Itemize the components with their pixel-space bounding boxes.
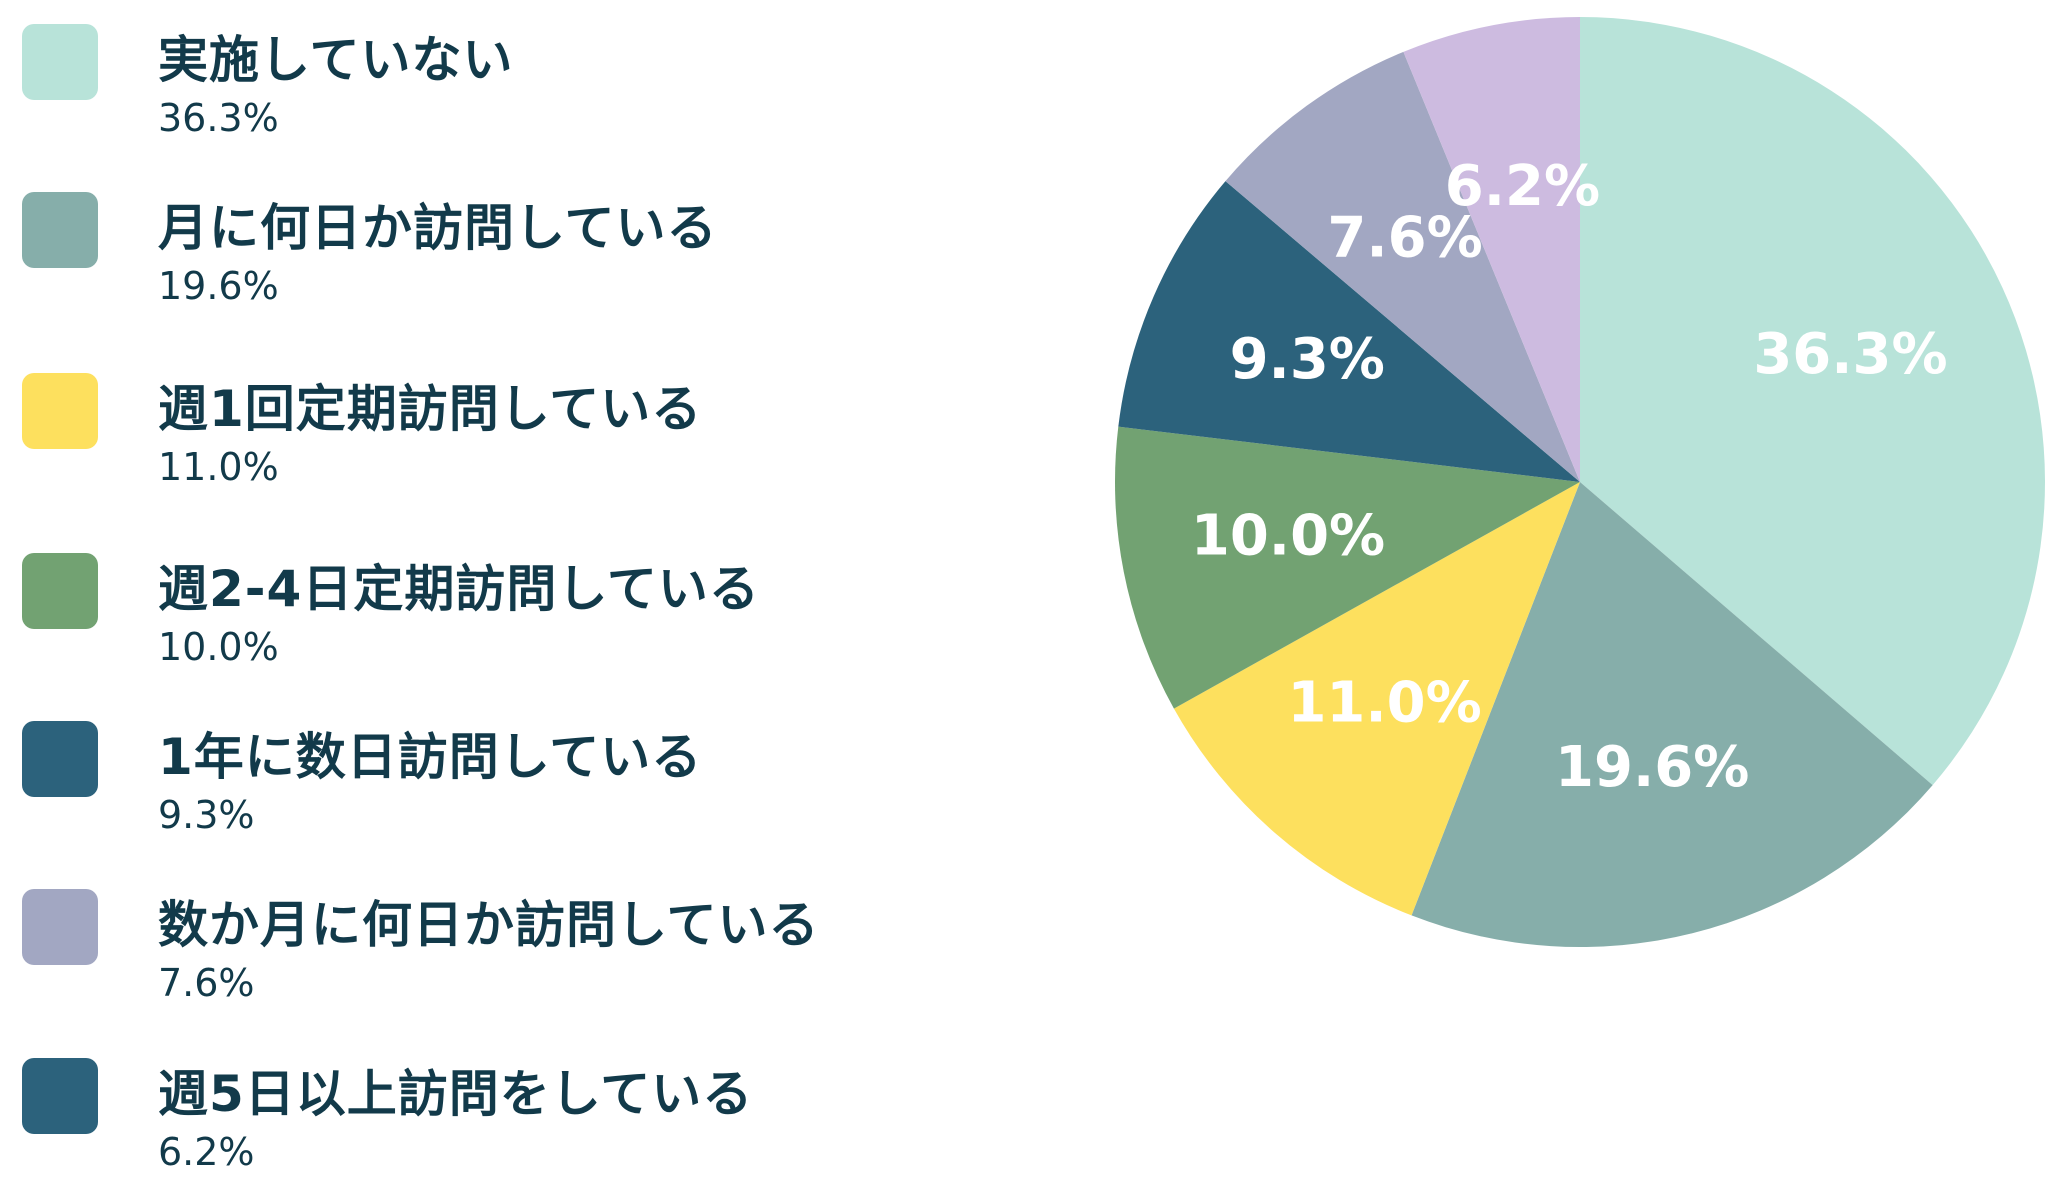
legend-swatch (22, 553, 98, 629)
pie-chart-container: 36.3% 19.6% 11.0% 10.0% 9.3% 7.6% 6.2% (1100, 0, 2061, 1177)
legend-item: 実施していない 36.3% (0, 6, 1000, 156)
legend-value: 19.6% (158, 264, 279, 308)
legend-item: 週2-4日定期訪問している 10.0% (0, 535, 1000, 685)
legend-item: 週1回定期訪問している 11.0% (0, 355, 1000, 505)
pie-slice (1173, 482, 1580, 916)
pie-slice (1225, 51, 1580, 482)
pie-chart: 36.3% 19.6% 11.0% 10.0% 9.3% 7.6%6.2% (1115, 17, 2045, 947)
pie-slice (1115, 426, 1580, 709)
pie-slice-label: 19.6% (1555, 735, 1749, 800)
legend-swatch (22, 1058, 98, 1134)
pie-slice-label: 6.2% (1445, 154, 1600, 219)
legend-value: 7.6% (158, 961, 255, 1005)
legend-label: 1年に数日訪問している (158, 728, 703, 786)
chart-legend: 実施していない 36.3% 月に何日か訪問している 19.6% 週1回定期訪問している 1… (0, 0, 1000, 1177)
pie-slice-label: 10.0% (1191, 504, 1385, 569)
pie-slice (1411, 482, 1933, 947)
pie-slice-label: 36.3% (1753, 322, 1947, 387)
legend-item: 数か月に何日か訪問している 7.6% (0, 871, 1000, 1021)
legend-item: 週5日以上訪問をしている 6.2% (0, 1040, 1000, 1190)
legend-swatch (22, 192, 98, 268)
legend-swatch (22, 24, 98, 100)
legend-value: 6.2% (158, 1130, 255, 1174)
legend-label: 週5日以上訪問をしている (158, 1065, 754, 1123)
legend-swatch (22, 889, 98, 965)
legend-label: 月に何日か訪問している (158, 199, 718, 257)
pie-slice-label: 11.0% (1287, 671, 1481, 736)
legend-value: 11.0% (158, 445, 279, 489)
pie-slice (1118, 181, 1580, 483)
legend-swatch (22, 721, 98, 797)
legend-value: 10.0% (158, 625, 279, 669)
pie-slice-label: 7.6% (1327, 205, 1482, 270)
pie-slice-label: 9.3% (1230, 327, 1385, 392)
legend-label: 週1回定期訪問している (158, 380, 703, 438)
legend-item: 1年に数日訪問している 9.3% (0, 703, 1000, 853)
pie-slice (1580, 17, 2045, 786)
legend-label: 数か月に何日か訪問している (158, 896, 820, 954)
legend-label: 週2-4日定期訪問している (158, 560, 760, 618)
legend-value: 36.3% (158, 96, 279, 140)
legend-value: 9.3% (158, 793, 255, 837)
legend-item: 月に何日か訪問している 19.6% (0, 174, 1000, 324)
legend-swatch (22, 373, 98, 449)
pie-slice (1403, 17, 1580, 482)
legend-label: 実施していない (158, 31, 514, 89)
